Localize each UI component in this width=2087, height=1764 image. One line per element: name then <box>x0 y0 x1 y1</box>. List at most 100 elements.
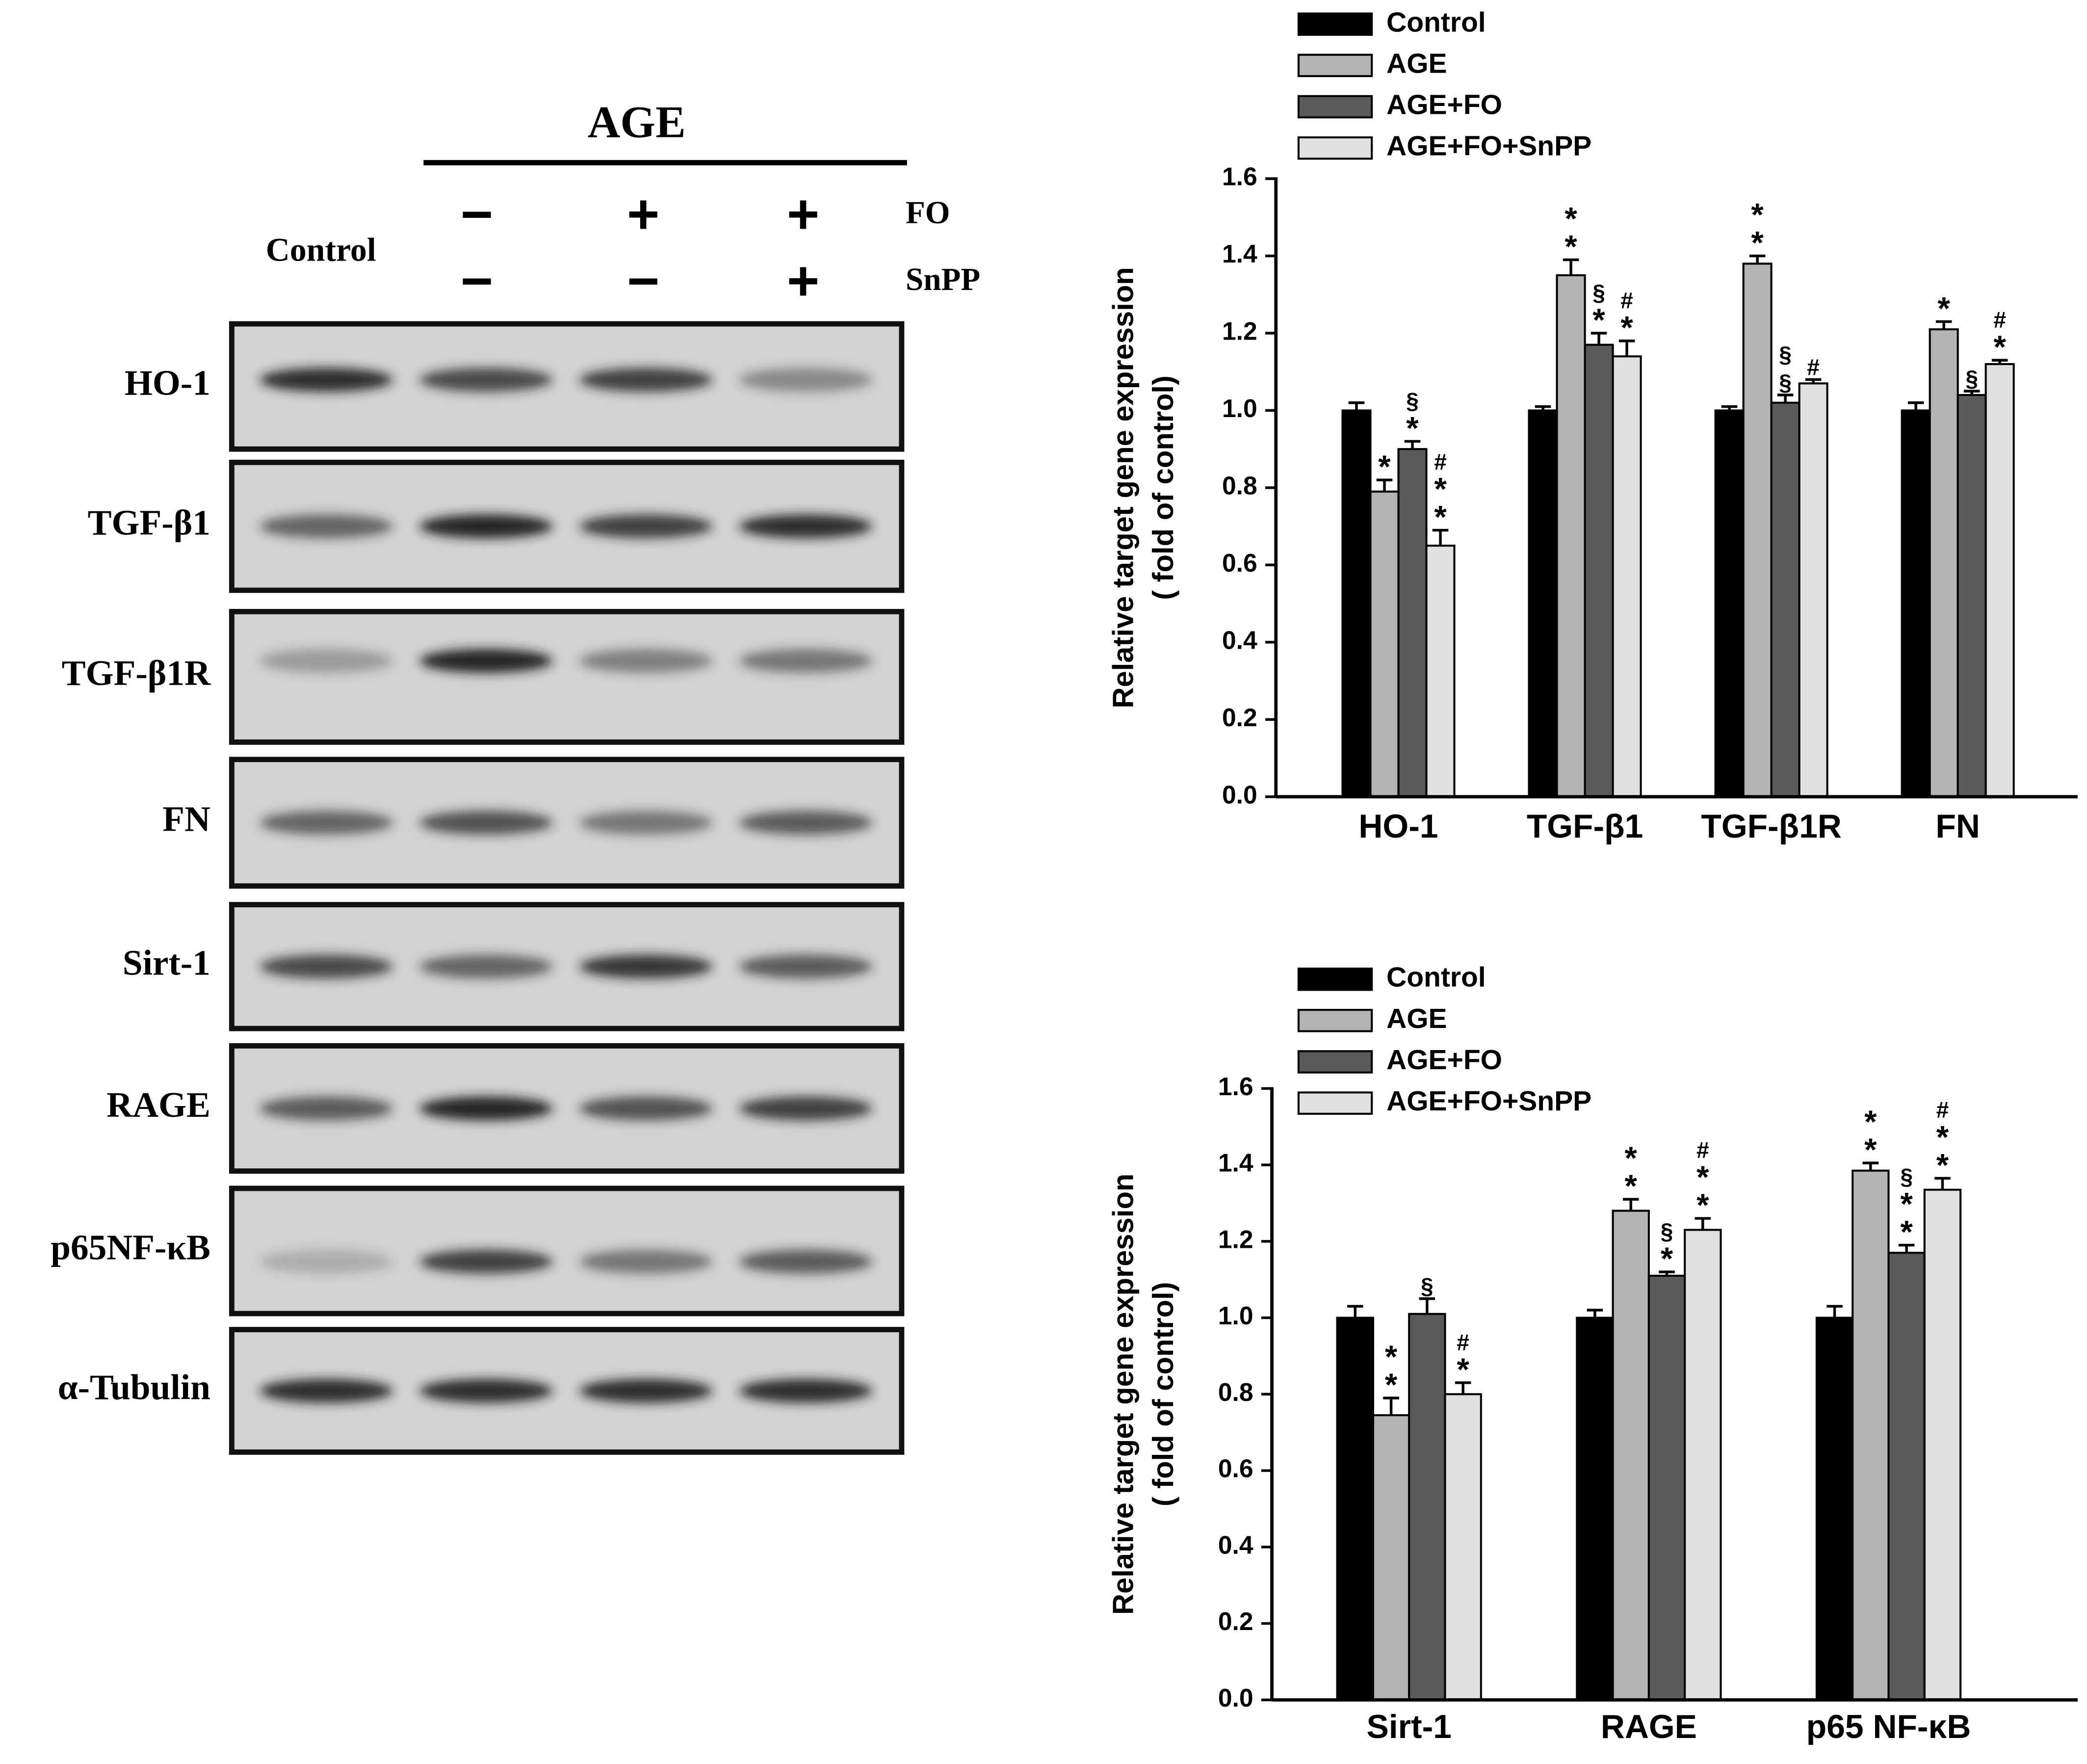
bar <box>1684 1229 1722 1701</box>
bar <box>1612 1210 1650 1701</box>
blot-band <box>419 811 553 835</box>
significance-mark: * <box>1864 1104 1877 1140</box>
error-bar <box>1455 1381 1471 1395</box>
error-bar <box>1376 478 1393 492</box>
error-bar <box>1404 440 1421 449</box>
significance-mark: * <box>1936 1147 1949 1183</box>
bar <box>1397 448 1428 798</box>
blot-band <box>739 649 873 673</box>
protein-label: RAGE <box>106 1085 210 1125</box>
legend-swatch <box>1297 967 1373 991</box>
significance-mark: * <box>1751 225 1764 261</box>
protein-label: α-Tubulin <box>58 1367 210 1407</box>
blot-band <box>419 1096 553 1121</box>
blot-band <box>419 954 553 979</box>
legend-swatch <box>1297 95 1373 119</box>
blot-frame <box>229 608 905 745</box>
y-tick-label: 0.4 <box>1218 1530 1253 1559</box>
bar <box>1341 409 1372 798</box>
error-bar <box>1618 340 1635 357</box>
blot-band <box>419 1379 553 1403</box>
bar <box>1923 1188 1962 1701</box>
error-bar <box>1659 1270 1675 1276</box>
y-tick-label: 1.6 <box>1218 1072 1253 1101</box>
bar <box>1528 409 1558 798</box>
blot-band <box>260 1249 393 1274</box>
blot-band <box>739 811 873 835</box>
significance-mark: * <box>1385 1339 1398 1375</box>
y-tick-label: 1.0 <box>1218 1301 1253 1330</box>
y-tick-label: 0.0 <box>1222 780 1257 809</box>
error-bar <box>1587 1309 1603 1318</box>
error-bar <box>1432 528 1449 546</box>
bar <box>1887 1252 1926 1701</box>
bar <box>1742 263 1773 798</box>
significance-mark: * <box>1434 499 1447 535</box>
significance-mark: # <box>1696 1137 1709 1163</box>
legend-swatch <box>1297 1050 1373 1074</box>
y-tick-label: 1.6 <box>1222 162 1257 191</box>
error-bar <box>1963 390 1980 395</box>
legend-swatch <box>1297 53 1373 78</box>
error-bar <box>1898 1243 1915 1253</box>
protein-label: p65NF-κB <box>51 1227 210 1267</box>
bar <box>1584 343 1614 798</box>
significance-mark: * <box>1565 229 1577 264</box>
blot-band <box>260 1096 393 1121</box>
treatment-sign: + <box>787 250 820 312</box>
legend-label: AGE+FO <box>1386 1044 1502 1076</box>
significance-mark: * <box>1900 1186 1913 1222</box>
legend-label: AGE <box>1386 1003 1447 1034</box>
bar <box>1929 328 1959 798</box>
blot-band <box>260 954 393 979</box>
treatment-sign: + <box>627 184 660 246</box>
significance-mark: # <box>1457 1329 1469 1355</box>
significance-mark: § <box>1592 280 1605 305</box>
significance-mark: * <box>1937 290 1950 326</box>
significance-mark: § <box>1661 1219 1673 1244</box>
bar <box>1714 409 1745 798</box>
significance-mark: § <box>1965 366 1978 392</box>
blot-band <box>260 514 393 539</box>
x-tick-label: TGF-β1R <box>1701 808 1841 845</box>
error-bar <box>1826 1305 1843 1318</box>
legend-label: Control <box>1386 962 1486 993</box>
treatment-sign: − <box>461 250 494 312</box>
y-tick-label: 1.4 <box>1218 1149 1253 1177</box>
significance-mark: # <box>1993 307 2006 333</box>
x-tick-label: FN <box>1935 808 1980 845</box>
legend-label: AGE+FO <box>1386 89 1502 121</box>
significance-mark: § <box>1406 388 1419 414</box>
blot-band <box>419 368 553 392</box>
blot-band <box>579 368 713 392</box>
significance-mark: # <box>1807 354 1820 380</box>
y-tick-label: 0.2 <box>1222 703 1257 732</box>
protein-label: TGF-β1 <box>88 502 210 542</box>
blot-band <box>260 811 393 835</box>
bar <box>1798 382 1828 798</box>
y-tick-label: 0.6 <box>1218 1454 1253 1483</box>
y-axis-label: ( fold of control) <box>1147 1282 1179 1506</box>
bar <box>1984 363 2015 798</box>
legend-swatch <box>1297 1009 1373 1032</box>
legend-label: AGE+FO+SnPP <box>1386 131 1591 162</box>
x-tick-label: Sirt-1 <box>1366 1709 1451 1745</box>
x-tick-label: RAGE <box>1601 1709 1697 1745</box>
treatment-sign: − <box>627 250 660 312</box>
bar <box>1612 355 1642 798</box>
bar <box>1852 1169 1890 1701</box>
bar <box>1369 490 1400 798</box>
blot-band <box>739 514 873 539</box>
bar <box>1957 394 1987 798</box>
blot-band <box>579 649 713 673</box>
blot-band <box>579 1249 713 1274</box>
significance-mark: * <box>1936 1119 1949 1155</box>
bar <box>1647 1274 1686 1701</box>
y-tick-label: 0.6 <box>1222 549 1257 577</box>
blot-band <box>579 954 713 979</box>
error-bar <box>1721 405 1738 411</box>
bar <box>1425 544 1456 798</box>
significance-mark: # <box>1936 1097 1949 1123</box>
